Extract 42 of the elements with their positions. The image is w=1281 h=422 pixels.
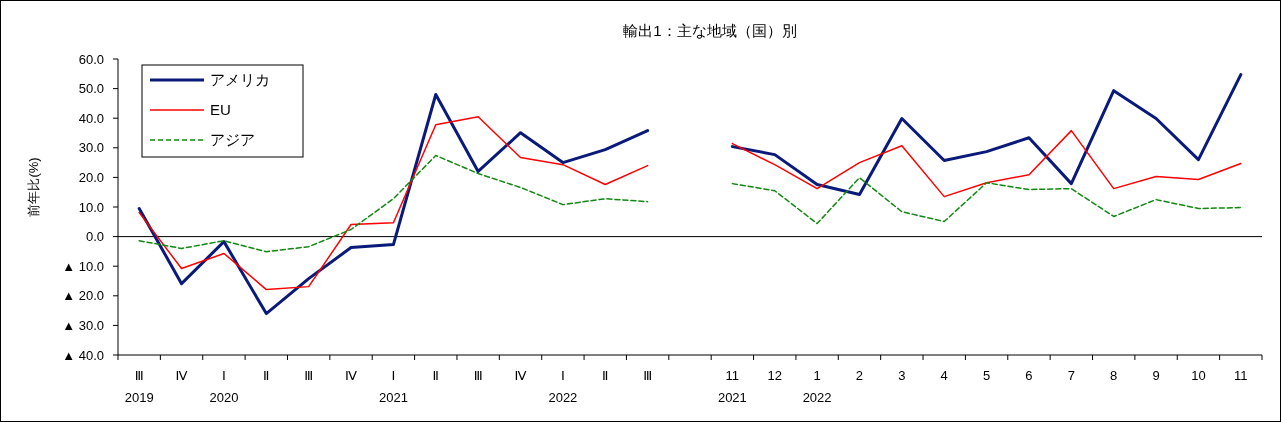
legend-label: EU <box>210 101 231 119</box>
chart-title: 輸出1：主な地域（国）別 <box>623 22 797 39</box>
x-tick-label: Ⅲ <box>304 368 314 383</box>
x-tick-label: 11 2021 <box>717 368 747 405</box>
x-tick-label: Ⅱ <box>432 368 439 383</box>
x-tick-label: 3 <box>898 368 906 383</box>
x-tick-label: Ⅰ 2022 <box>548 368 578 405</box>
x-tick-label: 4 <box>940 368 948 383</box>
legend-label: アメリカ <box>210 71 270 89</box>
x-tick-label: Ⅰ 2021 <box>378 368 408 405</box>
x-tick-label: Ⅳ <box>345 368 358 383</box>
y-tick-label: 30.0 <box>78 140 104 156</box>
y-tick-label: ▲ 40.0 <box>62 347 104 363</box>
x-tick-label: 11 <box>1234 368 1248 383</box>
x-tick-label: 1 2022 <box>802 368 832 405</box>
x-tick-label: 12 <box>767 368 782 383</box>
y-tick-label: ▲ 20.0 <box>62 288 104 304</box>
x-tick-label: Ⅲ <box>473 368 483 383</box>
x-tick-label: 10 <box>1191 368 1206 383</box>
x-tick-label: Ⅰ 2020 <box>209 368 239 405</box>
y-axis-title: 前年比(%) <box>26 157 41 217</box>
x-tick-label: Ⅱ <box>602 368 609 383</box>
x-tick-label: 6 <box>1025 368 1033 383</box>
y-tick-label: 0.0 <box>85 229 104 245</box>
x-tick-label: 9 <box>1152 368 1160 383</box>
x-tick-label: Ⅲ 2019 <box>124 368 154 405</box>
y-tick-label: ▲ 30.0 <box>62 317 104 333</box>
legend-label: アジア <box>210 131 255 149</box>
x-tick-label: Ⅳ <box>175 368 188 383</box>
y-tick-label: 60.0 <box>78 51 104 67</box>
y-tick-label: ▲ 10.0 <box>62 258 104 274</box>
x-tick-label: 7 <box>1067 368 1075 383</box>
x-tick-label: Ⅲ <box>643 368 653 383</box>
y-tick-label: 20.0 <box>78 169 104 185</box>
x-tick-label: 2 <box>855 368 864 383</box>
x-tick-label: Ⅱ <box>263 368 270 383</box>
x-tick-label: 5 <box>982 368 991 383</box>
x-tick-label: 8 <box>1110 368 1118 383</box>
y-tick-label: 40.0 <box>78 110 104 126</box>
y-tick-label: 50.0 <box>78 81 104 97</box>
x-tick-label: Ⅳ <box>514 368 527 383</box>
y-tick-label: 10.0 <box>78 199 104 215</box>
